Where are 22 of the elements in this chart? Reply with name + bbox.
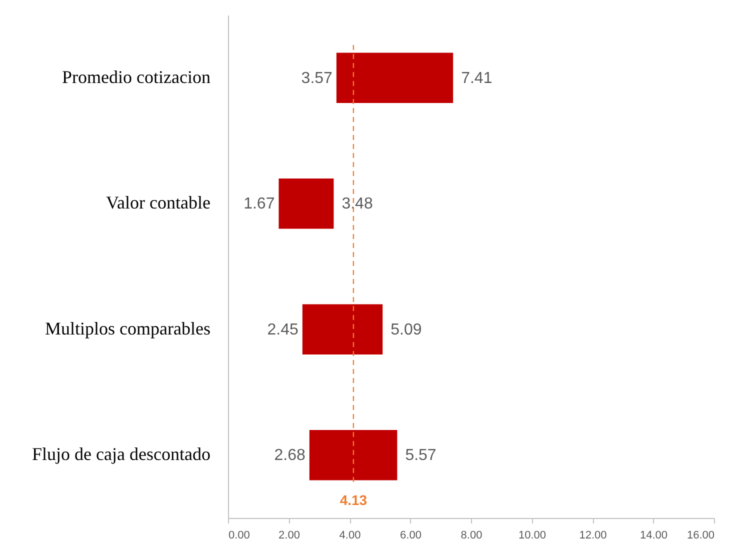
annotation: 5.57	[405, 447, 436, 464]
x-tick-label: 0.00	[228, 530, 250, 542]
y-tick-label: Promedio cotizacion	[62, 66, 210, 87]
annotation: 2.45	[267, 321, 299, 338]
annotation: 7.41	[461, 70, 492, 87]
annotation: 3.57	[301, 70, 333, 87]
annotation: 1.67	[244, 196, 275, 213]
annotation: 2.68	[274, 447, 306, 464]
x-tick-label: 14.00	[640, 530, 668, 542]
y-tick-label: Flujo de caja descontado	[32, 444, 210, 464]
annotation: 3.48	[342, 196, 373, 213]
x-tick-label: 10.00	[518, 530, 546, 542]
y-tick-label: Valor contable	[106, 192, 210, 213]
annotation: 5.09	[390, 321, 422, 338]
x-tick-label: 16.00	[686, 530, 714, 542]
ref-line-label: 4.13	[340, 492, 368, 508]
x-tick-label: 2.00	[278, 530, 300, 542]
x-tick-label: 8.00	[460, 530, 482, 542]
y-tick-label: Multiplos comparables	[45, 318, 210, 338]
x-tick-label: 4.00	[339, 530, 361, 542]
x-tick-label: 6.00	[400, 530, 422, 542]
x-tick-label: 12.00	[579, 530, 607, 542]
